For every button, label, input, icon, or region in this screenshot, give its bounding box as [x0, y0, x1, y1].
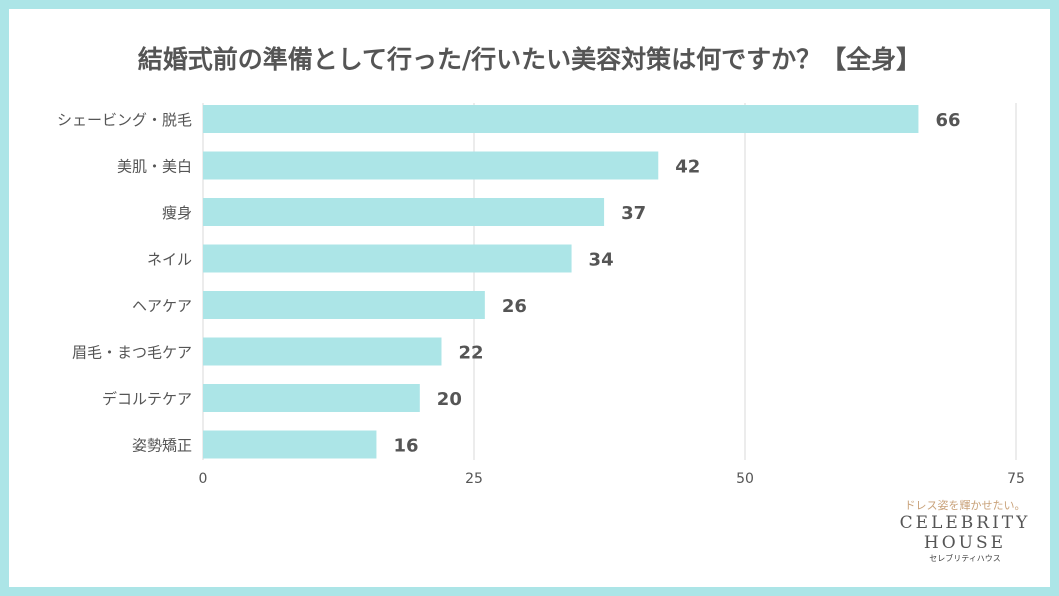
data-label: 37: [621, 203, 646, 224]
category-label: デコルテケア: [102, 390, 192, 408]
category-label: 痩身: [162, 204, 192, 222]
logo-tagline: ドレス姿を輝かせたい。: [904, 499, 1026, 512]
category-label: 姿勢矯正: [132, 437, 192, 455]
logo-line2: HOUSE: [923, 533, 1007, 553]
data-label: 66: [935, 110, 960, 131]
celebrity-house-logo: ドレス姿を輝かせたい。 CELEBRITY HOUSE セレブリティハウス: [890, 497, 1040, 564]
data-label: 42: [675, 157, 700, 178]
logo-kana: セレブリティハウス: [929, 554, 1001, 563]
data-label: 22: [458, 343, 483, 364]
category-label: シェービング・脱毛: [57, 111, 192, 129]
x-tick-label: 50: [736, 471, 754, 487]
category-label: 眉毛・まつ毛ケア: [72, 344, 192, 362]
x-tick-label: 0: [199, 471, 208, 487]
data-label: 26: [502, 296, 527, 317]
data-label: 34: [589, 250, 614, 271]
category-label: ネイル: [147, 251, 192, 269]
bar: [203, 337, 442, 366]
category-label: ヘアケア: [132, 297, 192, 315]
x-tick-label: 75: [1007, 471, 1025, 487]
data-label: 16: [393, 436, 418, 457]
data-label: 20: [437, 389, 462, 410]
bar: [203, 198, 605, 226]
bar: [203, 384, 420, 412]
category-label: 美肌・美白: [117, 158, 192, 176]
bar: [203, 291, 485, 319]
bar: [203, 105, 919, 133]
bar: [203, 430, 377, 459]
chart-title: 結婚式前の準備として行った/行いたい美容対策は何ですか？【全身】: [137, 45, 922, 74]
x-tick-label: 25: [465, 471, 483, 487]
bar: [203, 151, 659, 180]
bar: [203, 244, 572, 273]
logo-line1: CELEBRITY: [899, 513, 1031, 533]
